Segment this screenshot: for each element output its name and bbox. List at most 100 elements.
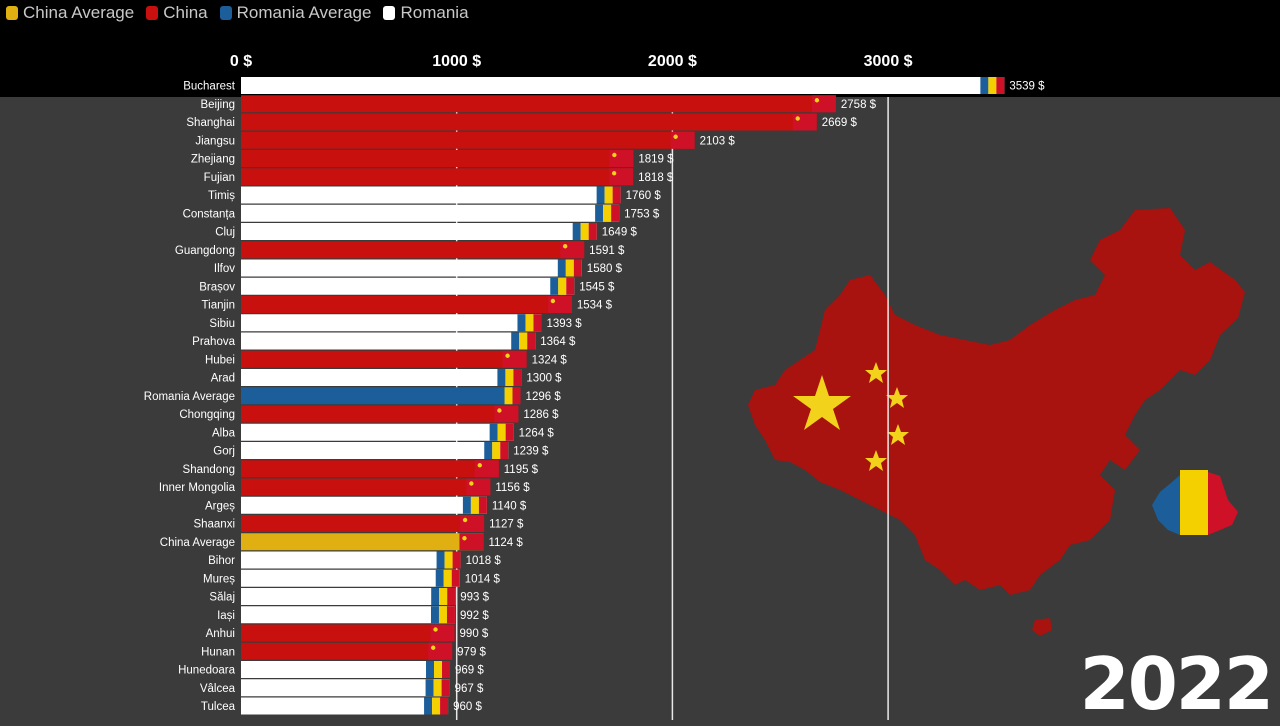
category-label: Sibiu [209, 318, 235, 330]
category-label: Argeș [205, 500, 235, 512]
category-label: Anhui [206, 628, 235, 640]
flag-romania-icon [441, 679, 450, 697]
value-label: 1296 $ [526, 391, 562, 403]
category-label: Chongqing [179, 409, 235, 421]
flag-china-icon [428, 642, 453, 660]
value-label: 1364 $ [540, 336, 576, 348]
flag-romania-icon [533, 314, 542, 332]
flag-china-star-icon [497, 408, 502, 413]
flag-romania-icon [565, 259, 574, 277]
map-illustration [748, 208, 1245, 636]
bar [241, 533, 484, 551]
china-small-star-icon [865, 362, 887, 383]
flag-china-star-icon [562, 244, 568, 249]
flag-china-star-icon [469, 481, 474, 486]
flag-romania-icon [612, 186, 621, 204]
category-label: Shandong [183, 464, 235, 476]
value-label: 1195 $ [504, 464, 539, 476]
value-label: 1140 $ [492, 500, 527, 512]
flag-romania-icon [447, 588, 456, 605]
flag-china-star-icon [550, 298, 556, 304]
value-label: 967 $ [455, 683, 484, 695]
bar [241, 296, 572, 313]
flag-china-icon [430, 624, 455, 642]
category-label: Mureș [203, 573, 235, 585]
category-label: Gorj [213, 446, 235, 458]
value-label: 979 $ [457, 646, 486, 658]
bar [241, 131, 695, 149]
flag-romania-icon [430, 606, 439, 624]
value-label: 1819 $ [638, 154, 674, 166]
flag-romania-icon [426, 661, 435, 678]
category-label: Jiangsu [195, 135, 235, 147]
bar [241, 168, 634, 186]
value-label: 1156 $ [495, 482, 530, 494]
romania-map-shape [1152, 470, 1238, 535]
bar [241, 113, 817, 131]
category-label: Arad [211, 373, 235, 385]
category-label: Tianjin [202, 300, 235, 312]
flag-china-star-icon [462, 517, 468, 523]
bar [241, 259, 582, 277]
bar [241, 661, 451, 678]
category-label: Cluj [215, 227, 235, 239]
flag-romania-icon [443, 569, 452, 587]
value-label: 3539 $ [1009, 81, 1045, 93]
flag-romania-icon [425, 679, 434, 697]
bar [241, 642, 453, 660]
value-label: 1018 $ [466, 555, 502, 567]
flag-romania-icon [588, 223, 597, 240]
value-label: 1124 $ [488, 537, 523, 549]
flag-romania-icon [497, 369, 506, 386]
flag-romania-icon [988, 77, 997, 94]
flag-romania-icon [432, 697, 441, 715]
flag-china-icon [459, 533, 484, 551]
category-label: Shanghai [186, 117, 235, 129]
category-label: Tulcea [201, 701, 236, 713]
flag-romania-icon [489, 423, 498, 441]
value-label: 1580 $ [587, 263, 623, 275]
flag-romania-icon [439, 588, 448, 605]
flag-romania-icon [504, 387, 513, 405]
category-label: Romania Average [144, 391, 235, 403]
legend-label-romania-average: Romania Average [236, 3, 372, 22]
legend-item-china-average: China Average [6, 3, 134, 23]
value-label: 2103 $ [700, 135, 736, 147]
legend-swatch-romania [383, 6, 396, 20]
bar [241, 588, 456, 605]
flag-china-icon [670, 131, 695, 149]
bar [241, 569, 460, 587]
value-label: 1591 $ [589, 245, 625, 257]
flag-romania-icon [431, 588, 440, 605]
category-label: Hunan [201, 646, 235, 658]
category-label: Alba [212, 427, 236, 439]
flag-romania-icon [478, 496, 487, 514]
flag-romania-icon [424, 697, 433, 715]
legend: China Average China Romania Average Roma… [6, 2, 469, 24]
category-label: Inner Mongolia [159, 482, 236, 494]
bar [241, 387, 521, 405]
x-tick-label: 0 $ [230, 53, 252, 70]
legend-item-romania: Romania [383, 3, 469, 23]
flag-romania-icon [595, 204, 604, 222]
category-label: Prahova [192, 336, 235, 348]
bar [241, 606, 455, 624]
flag-china-star-icon [433, 627, 438, 632]
flag-romania-icon [462, 496, 471, 514]
category-label: Beijing [200, 99, 235, 111]
flag-romania-icon [996, 77, 1005, 94]
china-big-star-icon [793, 375, 851, 430]
category-label: Sălaj [209, 592, 235, 604]
category-label: Bucharest [183, 81, 236, 93]
value-label: 1300 $ [526, 373, 562, 385]
bar [241, 369, 522, 386]
bar [241, 697, 449, 715]
flag-china-icon [474, 460, 499, 478]
bar [241, 314, 542, 332]
category-label: Ilfov [214, 263, 235, 275]
value-label: 1545 $ [579, 281, 615, 293]
flag-romania-icon [525, 314, 534, 332]
bar [241, 442, 509, 459]
category-label: Iași [217, 610, 235, 622]
flag-romania-icon [451, 569, 460, 587]
